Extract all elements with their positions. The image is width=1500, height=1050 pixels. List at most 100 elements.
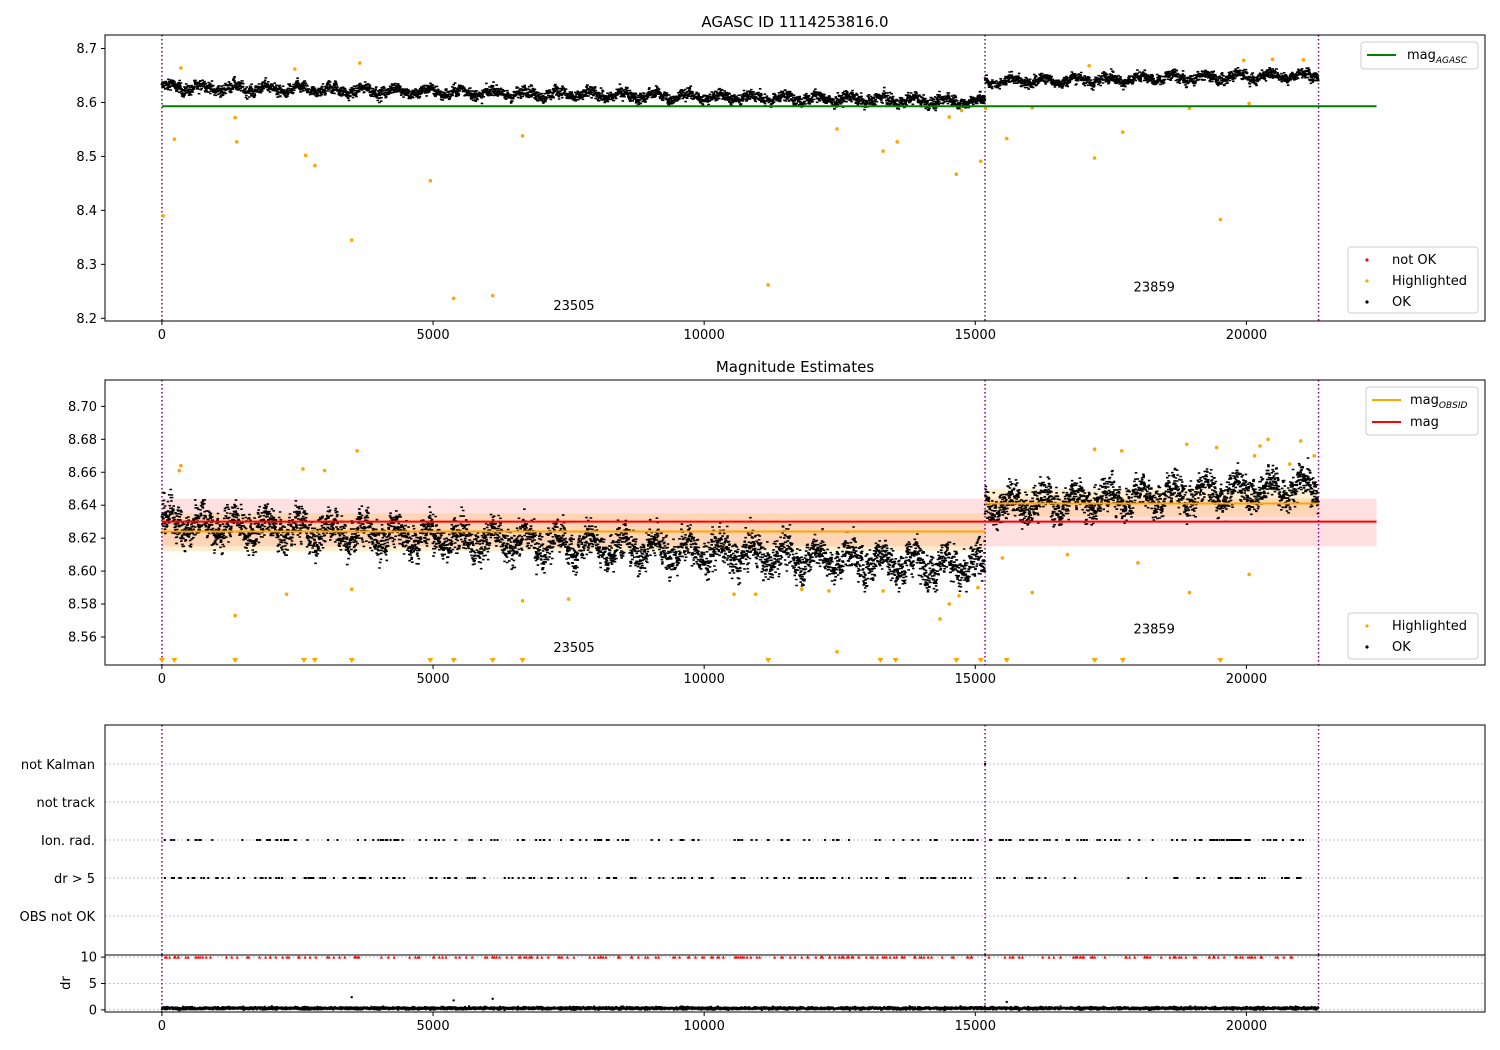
below-range-marker — [1091, 658, 1098, 663]
highlighted-point — [957, 594, 961, 598]
legend-bottom: not OK Highlighted OK — [1347, 246, 1479, 314]
highlighted-point — [1247, 101, 1251, 106]
y-tick-label: 8.68 — [68, 433, 97, 448]
below-range-marker — [892, 658, 899, 663]
flag-points-2 — [163, 839, 1305, 841]
highlighted-point — [978, 159, 983, 164]
highlighted-point — [490, 293, 495, 298]
obsid-label: 23859 — [1134, 280, 1175, 295]
highlighted-point — [835, 127, 839, 131]
y-tick-label: 8.58 — [68, 598, 97, 613]
highlighted-point — [1241, 58, 1246, 63]
highlighted-point — [349, 238, 354, 242]
dr-panel: 0 5000 10000 15000 20000 0 5 10 dr — [59, 951, 1486, 1034]
highlighted-point — [881, 149, 885, 153]
highlighted-point — [835, 650, 839, 654]
y-tick-label: 8.2 — [76, 312, 97, 327]
x-tick-label: 10000 — [683, 672, 724, 687]
x-tick-label: 15000 — [955, 328, 996, 343]
y-tick-label: 8.70 — [68, 400, 97, 415]
highlighted-point — [1247, 572, 1251, 577]
y-tick-label: 8.7 — [76, 42, 97, 57]
below-range-marker — [519, 658, 526, 663]
highlighted-point — [358, 61, 362, 65]
mag-lines — [161, 502, 1377, 533]
highlighted-point — [1270, 57, 1275, 62]
flag-label-ion-rad: Ion. rad. — [41, 834, 95, 849]
flag-label-dr-gt-5: dr > 5 — [54, 872, 95, 887]
x-tick-label: 20000 — [1226, 328, 1267, 343]
highlighted-point — [1030, 590, 1035, 595]
highlighted-point — [753, 592, 758, 596]
highlighted-point — [1218, 217, 1223, 222]
highlighted-point — [938, 617, 942, 621]
x-tick-label: 5000 — [417, 328, 450, 343]
highlighted-point — [983, 106, 988, 111]
dr-outlier — [1005, 1000, 1008, 1004]
highlighted-point — [1214, 445, 1219, 450]
below-range-marker — [953, 658, 960, 663]
y-tick-label: 8.56 — [68, 630, 97, 645]
x-tick-label: 0 — [158, 328, 166, 343]
highlighted-points — [161, 57, 1306, 301]
x-tick-label: 5000 — [417, 672, 450, 687]
highlighted-point — [520, 598, 525, 603]
highlighted-point — [1065, 552, 1070, 557]
highlighted-point — [1092, 447, 1097, 451]
flag-label-not-kalman: not Kalman — [21, 758, 95, 773]
legend-label-mag: mag — [1410, 415, 1439, 430]
highlighted-point — [179, 463, 183, 468]
highlighted-point — [313, 163, 317, 168]
below-range-marker — [765, 658, 772, 663]
plot-frame — [104, 954, 1486, 1013]
below-range-markers — [158, 658, 1224, 663]
flag-gridlines — [105, 763, 1485, 917]
agasc-magnitude-panel: AGASC ID 1114253816.0 23505 23859 0 5000 1… — [76, 13, 1486, 343]
highlighted-point — [520, 134, 525, 138]
highlighted-point — [451, 296, 456, 301]
dr-outlier — [491, 997, 494, 1001]
legend-label-agasc: magAGASC — [1407, 48, 1468, 66]
dr-clipped-points — [163, 955, 1294, 959]
below-range-marker — [977, 658, 984, 663]
below-range-marker — [1003, 658, 1010, 663]
legend-top: magOBSID mag — [1365, 386, 1479, 436]
panel-title-agasc: AGASC ID 1114253816.0 — [701, 13, 888, 31]
highlighted-point — [1087, 63, 1091, 68]
plot-frame — [104, 379, 1486, 666]
plot-frame — [104, 34, 1486, 322]
y-tick-label: 8.66 — [68, 466, 97, 481]
y-tick-label: 8.3 — [76, 258, 97, 273]
obsid-boundaries — [161, 955, 1320, 1012]
obsid-labels: 23505 23859 — [553, 280, 1175, 314]
highlighted-point — [976, 585, 980, 590]
highlighted-point — [732, 592, 736, 596]
highlighted-point — [1287, 462, 1292, 466]
below-range-marker — [301, 658, 308, 663]
flag-labels: not Kalman not track Ion. rad. dr > 5 OB… — [20, 758, 96, 925]
flag-points-3 — [163, 877, 1302, 879]
below-range-marker — [427, 658, 434, 663]
flag-points-0 — [984, 763, 987, 765]
legend-top: magAGASC — [1360, 41, 1479, 70]
obsid-boundaries — [161, 380, 1320, 665]
highlighted-point — [959, 108, 964, 113]
legend-label-mag-obsid: magOBSID — [1410, 393, 1468, 411]
highlighted-point — [322, 468, 327, 473]
ok-scatter — [160, 457, 1320, 593]
highlighted-point — [566, 597, 571, 601]
ok-points — [160, 457, 1320, 593]
y-tick-label: 8.4 — [76, 204, 97, 219]
highlighted-point — [947, 115, 952, 119]
dr-outlier — [452, 999, 455, 1002]
legend-label-highlighted: Highlighted — [1392, 274, 1467, 289]
highlighted-points — [177, 437, 1316, 654]
axes: 0 5000 10000 15000 20000 8.56 8.58 8.60 8.62 8.64… — [68, 400, 1267, 687]
highlighted-point — [1092, 156, 1097, 160]
y-tick-label: 8.64 — [68, 499, 97, 514]
obsid-label: 23859 — [1134, 623, 1175, 638]
legend-label-highlighted: Highlighted — [1392, 619, 1467, 634]
below-range-marker — [1217, 658, 1224, 663]
highlighted-point — [1184, 442, 1189, 447]
below-range-marker — [348, 658, 355, 663]
